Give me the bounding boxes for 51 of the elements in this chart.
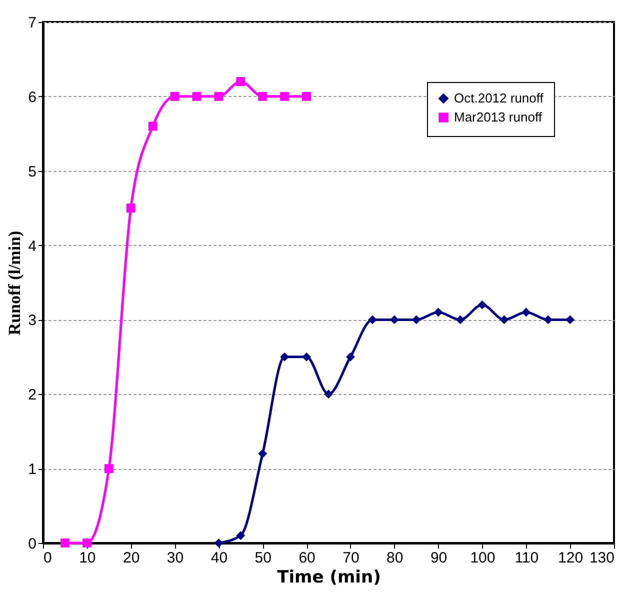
- point: [170, 92, 180, 101]
- x-tick-label: 130: [589, 550, 614, 566]
- point: [258, 92, 268, 101]
- legend-label: Mar2013 runoff: [454, 110, 542, 124]
- point: [302, 92, 312, 101]
- x-tick-label: 50: [254, 550, 272, 566]
- point: [302, 352, 312, 362]
- point: [60, 538, 70, 548]
- y-tick-label: 4: [28, 238, 36, 255]
- x-tick-label: 100: [470, 550, 496, 566]
- point: [214, 92, 224, 101]
- point: [82, 538, 92, 548]
- y-tick-label: 5: [28, 163, 36, 180]
- x-tick-label: 60: [298, 550, 316, 566]
- point: [258, 449, 268, 458]
- y-tick-label: 2: [28, 386, 36, 404]
- x-axis-title: Time (min): [277, 568, 381, 588]
- legend-label: Oct.2012 runoff: [454, 90, 544, 106]
- point: [148, 122, 158, 131]
- x-tick-label: 40: [210, 550, 228, 566]
- point: [456, 315, 465, 324]
- point: [368, 315, 377, 324]
- point: [280, 92, 290, 101]
- point: [346, 352, 355, 362]
- x-tick-label: 70: [342, 550, 360, 566]
- x-tick-label: 80: [386, 550, 404, 566]
- x-tick-label: 120: [558, 550, 584, 566]
- point: [236, 531, 246, 540]
- point: [126, 204, 136, 213]
- point: [522, 308, 531, 317]
- y-tick-label: 7: [28, 14, 36, 32]
- x-tick-label: 90: [430, 550, 448, 566]
- point: [324, 390, 333, 399]
- x-tick-label: 0: [44, 550, 52, 566]
- point: [434, 308, 443, 317]
- point: [500, 315, 509, 324]
- y-tick-label: 6: [28, 88, 36, 106]
- point: [192, 92, 202, 101]
- x-tick-label: 20: [123, 550, 140, 566]
- x-tick-label: 10: [79, 550, 96, 566]
- y-tick-label: 0: [28, 536, 36, 552]
- x-tick-label: 30: [166, 550, 184, 566]
- x-tick-label: 110: [514, 550, 539, 566]
- y-tick-label: 1: [28, 461, 36, 478]
- point: [566, 315, 575, 324]
- y-axis-title: Runoff (l/min): [5, 230, 24, 336]
- point: [104, 464, 114, 474]
- point: [214, 538, 224, 548]
- point: [236, 77, 246, 86]
- point: [478, 300, 487, 310]
- y-tick-label: 3: [28, 312, 36, 330]
